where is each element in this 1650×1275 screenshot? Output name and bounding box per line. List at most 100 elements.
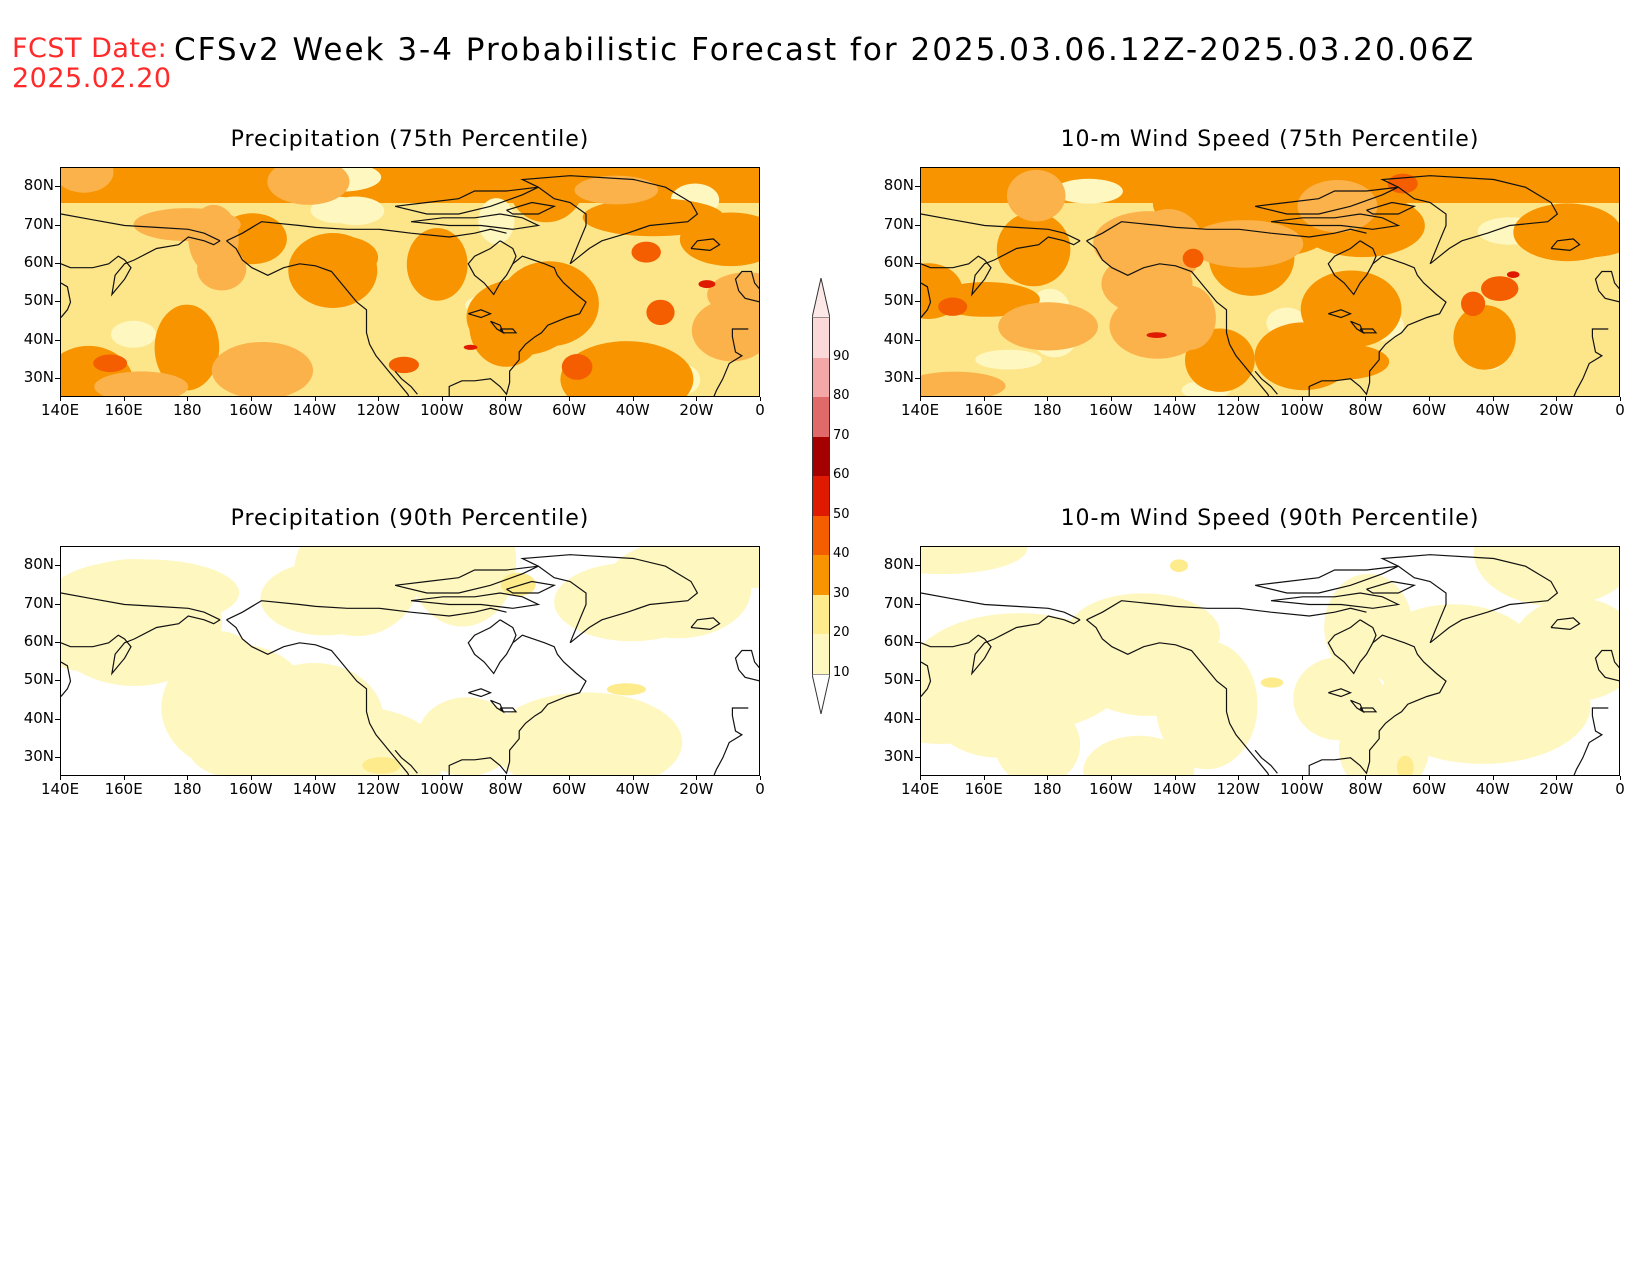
longitude-label: 160E — [964, 401, 1003, 419]
latitude-label: 40N — [23, 708, 54, 727]
probability-shading — [1537, 218, 1619, 258]
coastline — [226, 240, 410, 396]
forecast-date: FCST Date: 2025.02.20 — [12, 34, 172, 94]
coastline — [1594, 649, 1619, 682]
latitude-tick — [55, 377, 60, 379]
probability-shading — [554, 562, 709, 642]
latitude-label: 60N — [883, 631, 914, 650]
coastline — [1573, 707, 1609, 775]
colorbar-label: 70 — [833, 427, 850, 443]
longitude-label: 0 — [755, 401, 765, 419]
colorbar-bottom-arrow — [812, 673, 830, 714]
coastline — [394, 749, 418, 774]
probability-shading — [463, 344, 478, 350]
probability-shading — [93, 354, 128, 373]
latitude-label: 80N — [883, 176, 914, 195]
longitude-label: 160W — [1089, 401, 1133, 419]
probability-shading — [574, 175, 659, 205]
longitude-tick — [1492, 397, 1494, 401]
longitude-tick — [760, 397, 761, 401]
map-area — [920, 546, 1620, 776]
longitude-tick — [1110, 776, 1112, 780]
latitude-tick — [915, 262, 920, 264]
longitude-tick — [760, 776, 761, 780]
probability-shading — [190, 718, 388, 775]
longitude-tick — [250, 776, 252, 780]
coastline — [921, 592, 1081, 621]
coastline — [61, 661, 72, 697]
probability-shading — [406, 228, 468, 301]
longitude-tick — [1110, 397, 1112, 401]
longitude-label: 40W — [1475, 401, 1510, 419]
coastline — [61, 592, 221, 621]
longitude-label: 20W — [679, 401, 714, 419]
probability-shading — [698, 280, 716, 289]
map-svg — [921, 168, 1619, 396]
latitude-label: 80N — [883, 555, 914, 574]
probability-shading — [466, 278, 576, 356]
coastline — [1308, 619, 1447, 775]
colorbar-segment — [812, 515, 830, 555]
longitude-label: 180 — [1032, 401, 1062, 419]
longitude-tick — [632, 776, 634, 780]
panel-title: 10-m Wind Speed (75th Percentile) — [1060, 127, 1480, 152]
latitude-tick — [55, 680, 60, 682]
probability-shading — [388, 356, 419, 374]
longitude-label: 120W — [356, 780, 400, 798]
coastline — [61, 282, 72, 318]
latitude-label: 50N — [23, 291, 54, 310]
longitude-label: 80W — [488, 401, 523, 419]
longitude-tick — [920, 397, 921, 401]
longitude-tick — [1620, 397, 1621, 401]
probability-shading — [111, 320, 156, 348]
coastline — [1086, 221, 1367, 242]
latitude-label: 70N — [883, 593, 914, 612]
coastline — [1254, 370, 1278, 395]
probability-shading — [707, 272, 759, 317]
longitude-label: 100W — [420, 780, 464, 798]
longitude-label: 20W — [1539, 780, 1574, 798]
longitude-label: 40W — [615, 780, 650, 798]
coastline — [394, 186, 539, 215]
longitude-tick — [60, 397, 61, 401]
probability-shading — [646, 299, 675, 326]
latitude-label: 40N — [23, 329, 54, 348]
colorbar-label: 90 — [833, 348, 850, 364]
probability-shading — [1163, 285, 1216, 350]
longitude-label: 100W — [1280, 401, 1324, 419]
map-area — [60, 167, 760, 397]
coastline — [1380, 554, 1559, 644]
probability-shading — [1260, 677, 1284, 688]
longitude-tick — [1492, 776, 1494, 780]
longitude-tick — [1174, 776, 1176, 780]
latitude-tick — [55, 756, 60, 758]
coastline — [499, 240, 517, 265]
coastline — [1594, 270, 1619, 303]
latitude-label: 60N — [23, 631, 54, 650]
probability-shading — [408, 547, 517, 627]
probability-shading — [561, 354, 593, 380]
coastline — [921, 661, 932, 697]
longitude-label: 40W — [615, 401, 650, 419]
coastline — [1270, 592, 1401, 609]
latitude-tick — [55, 641, 60, 643]
probability-shading — [996, 212, 1071, 287]
panel-precip-90: Precipitation (90th Percentile) 80N 70N 60… — [0, 506, 765, 806]
longitude-label: 60W — [552, 401, 587, 419]
longitude-label: 0 — [755, 780, 765, 798]
longitude-tick — [314, 776, 316, 780]
longitude-label: 120W — [1216, 401, 1260, 419]
coastline — [1366, 201, 1417, 215]
longitude-tick — [441, 397, 443, 401]
latitude-label: 40N — [883, 708, 914, 727]
longitude-tick — [1047, 397, 1049, 401]
longitude-tick — [983, 397, 985, 401]
longitude-tick — [632, 397, 634, 401]
longitude-label: 180 — [172, 401, 202, 419]
latitude-tick — [55, 301, 60, 303]
latitude-tick — [915, 301, 920, 303]
probability-shading — [61, 168, 114, 193]
coastline — [410, 592, 541, 609]
longitude-tick — [1556, 397, 1558, 401]
longitude-label: 60W — [552, 780, 587, 798]
